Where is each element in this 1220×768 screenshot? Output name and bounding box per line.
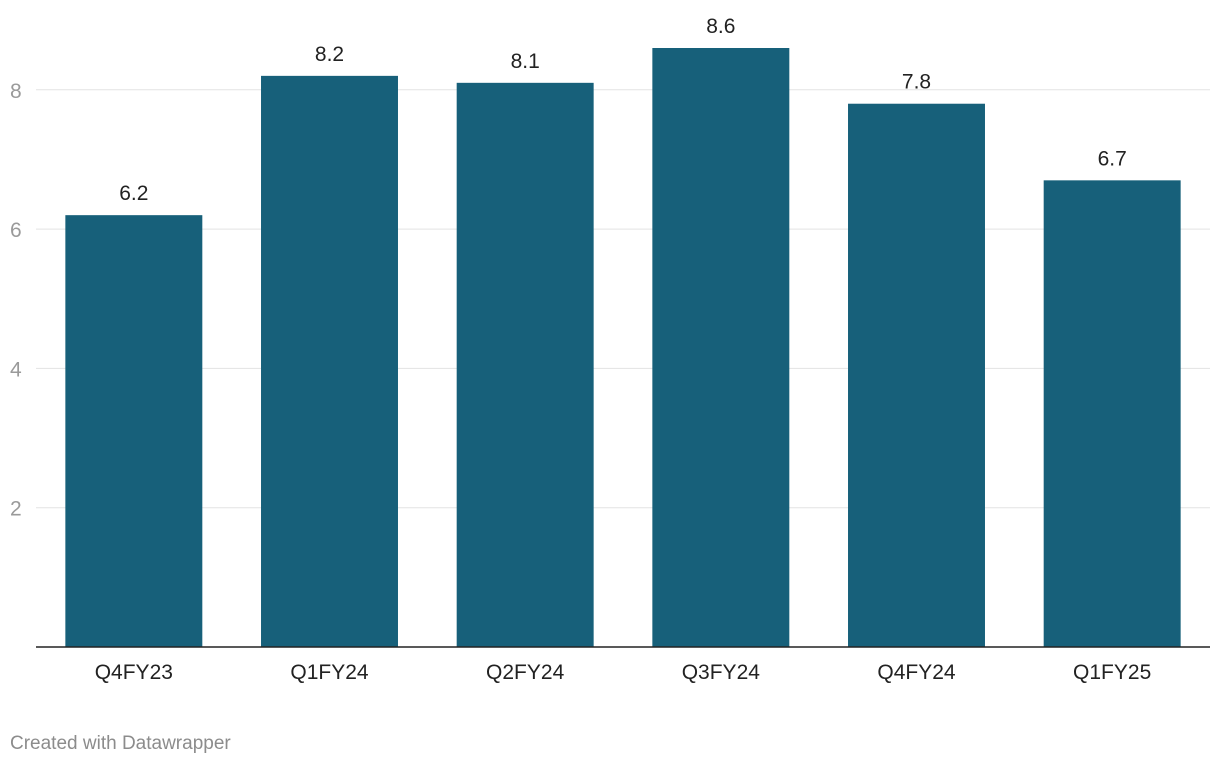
x-tick-label-Q4FY23: Q4FY23 <box>95 661 173 684</box>
datawrapper-credit: Created with Datawrapper <box>10 733 231 754</box>
y-tick-label: 2 <box>10 498 22 521</box>
data-label-Q4FY24: 7.8 <box>902 71 931 94</box>
y-tick-label: 8 <box>10 80 22 103</box>
bar-Q4FY24 <box>848 103 985 647</box>
data-label-Q4FY23: 6.2 <box>119 182 148 205</box>
data-label-Q1FY25: 6.7 <box>1098 147 1127 170</box>
x-tick-label-Q3FY24: Q3FY24 <box>682 661 761 684</box>
bar-Q4FY23 <box>65 215 203 648</box>
x-tick-label-Q4FY24: Q4FY24 <box>877 661 956 684</box>
data-label-Q3FY24: 8.6 <box>706 15 735 38</box>
data-label-Q1FY24: 8.2 <box>315 43 344 66</box>
bar-Q1FY24 <box>261 75 398 647</box>
data-label-Q2FY24: 8.1 <box>511 50 540 73</box>
x-tick-label-Q1FY24: Q1FY24 <box>290 661 369 684</box>
data-labels: 6.2 8.2 8.1 8.6 7.8 6.7 <box>119 15 1127 205</box>
bar-Q2FY24 <box>456 82 594 648</box>
x-tick-label-Q2FY24: Q2FY24 <box>486 661 565 684</box>
y-tick-label: 6 <box>10 219 22 242</box>
x-axis: Q4FY23 Q1FY24 Q2FY24 Q3FY24 Q4FY24 Q1FY25 <box>95 661 1152 684</box>
gridlines <box>36 89 1210 509</box>
bar-Q1FY25 <box>1043 180 1181 647</box>
y-tick-label: 4 <box>10 358 22 381</box>
bars <box>65 48 1181 648</box>
bar-Q3FY24 <box>652 48 790 647</box>
y-axis: 2 4 6 8 <box>10 80 22 521</box>
bar-chart: 2 4 6 8 6.2 8.2 8.1 8.6 7.8 6.7 Q4FY23 Q1FY24 Q2FY… <box>10 15 1210 684</box>
x-tick-label-Q1FY25: Q1FY25 <box>1073 661 1151 684</box>
